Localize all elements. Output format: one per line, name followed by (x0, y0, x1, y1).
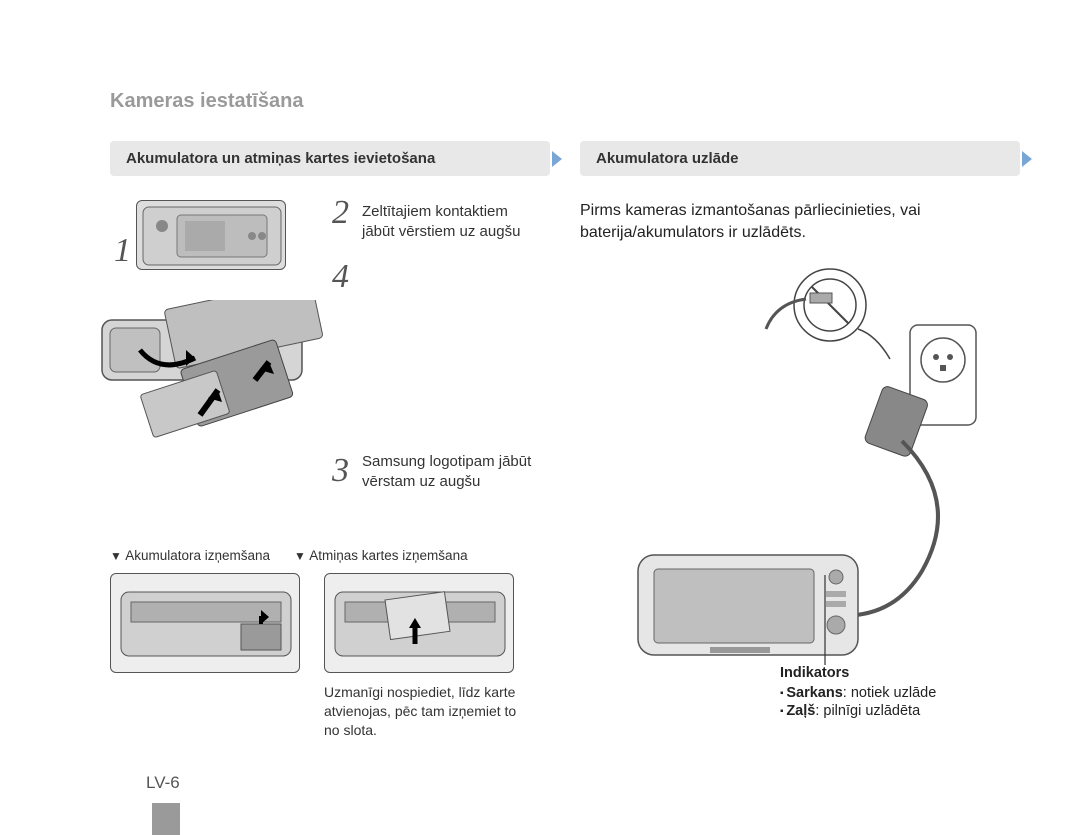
left-column: Akumulatora un atmiņas kartes ievietošan… (110, 141, 550, 740)
step-number-2: 2 (332, 194, 349, 232)
indicator-green-label: Zaļš (786, 703, 815, 719)
section-header-insert: Akumulatora un atmiņas kartes ievietošan… (110, 141, 550, 176)
page-tab (152, 803, 180, 835)
step-number-1: 1 (114, 232, 131, 270)
indicator-green-text: : pilnīgi uzlādēta (815, 703, 920, 719)
illustration-card-removal (324, 573, 514, 673)
card-removal-label: Atmiņas kartes izņemšana (294, 548, 468, 563)
insert-steps: 1 2 3 4 (110, 200, 550, 530)
indicator-red-text: : notiek uzlāde (843, 685, 937, 701)
section-header-charge-label: Akumulatora uzlāde (596, 150, 739, 167)
indicator-green: Zaļš: pilnīgi uzlādēta (780, 703, 1020, 719)
step-3-text: Samsung logotipam jābūt vērstam uz augšu (362, 452, 542, 493)
indicator-block: Indikators Sarkans: notiek uzlāde Zaļš: … (780, 665, 1020, 719)
section-header-insert-label: Akumulatora un atmiņas kartes ievietošan… (126, 150, 435, 167)
removal-labels: Akumulatora izņemšana Atmiņas kartes izņ… (110, 548, 550, 563)
charge-body-text: Pirms kameras izmantošanas pārliecinieti… (580, 200, 1020, 245)
page-title: Kameras iestatīšana (110, 90, 1020, 113)
card-removal-caption: Uzmanīgi nospiediet, līdz karte atvienoj… (324, 683, 524, 740)
page-number: LV-6 (146, 773, 180, 793)
illustration-battery-removal (110, 573, 300, 673)
step-number-4: 4 (332, 258, 349, 296)
illustration-charging (610, 265, 990, 655)
battery-removal-label: Akumulatora izņemšana (110, 548, 270, 563)
indicator-red: Sarkans: notiek uzlāde (780, 685, 1020, 701)
illustration-camera-bottom (136, 200, 286, 270)
arrow-icon (1022, 151, 1032, 167)
arrow-icon (552, 151, 562, 167)
section-header-charge: Akumulatora uzlāde (580, 141, 1020, 176)
right-column: Akumulatora uzlāde Pirms kameras izmanto… (580, 141, 1020, 740)
illustration-insert-cards (100, 300, 330, 430)
step-number-3: 3 (332, 452, 349, 490)
step-2-text: Zeltītajiem kontaktiem jābūt vērstiem uz… (362, 202, 542, 243)
removal-figures: Uzmanīgi nospiediet, līdz karte atvienoj… (110, 573, 550, 740)
indicator-red-label: Sarkans (786, 685, 842, 701)
indicator-heading: Indikators (780, 665, 1020, 681)
